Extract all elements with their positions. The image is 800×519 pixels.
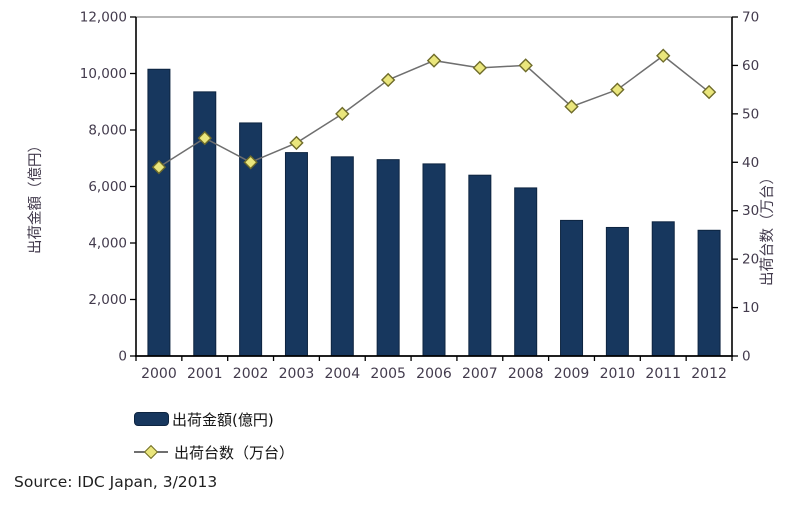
marker-2001: [197, 130, 212, 146]
marker-2006: [426, 53, 442, 68]
x-tick-label-2003: 2003: [279, 366, 315, 382]
bar-series-swatch: [134, 412, 169, 426]
marker-2003: [289, 135, 304, 151]
bar-2006: [422, 163, 446, 357]
legend-item-shipment-units: 出荷台数（万台）: [134, 439, 294, 465]
right-axis-tick-label: 0: [742, 349, 751, 365]
marker-2002: [243, 155, 258, 170]
x-tick-label-2001: 2001: [187, 366, 223, 382]
marker-2011: [656, 48, 671, 63]
x-tick-label-2007: 2007: [462, 366, 498, 382]
bar-2004: [330, 156, 354, 357]
bar-2000: [147, 68, 171, 357]
legend: 出荷金額(億円) 出荷台数（万台）: [134, 406, 294, 472]
plot-layer: 0 2,000 4,000 6,000 8,000 10,000 12,000 0 10 20 30…: [80, 10, 759, 383]
marker-2012: [701, 84, 717, 100]
x-tick-label-2004: 2004: [324, 366, 360, 382]
right-axis-tick-label: 60: [742, 58, 759, 74]
bar-2009: [560, 219, 584, 357]
x-tick-label-2009: 2009: [554, 366, 590, 382]
bar-2011: [651, 221, 675, 357]
marker-2004: [335, 106, 350, 122]
left-axis-tick-label: 10,000: [80, 66, 127, 82]
x-tick-label-2010: 2010: [600, 366, 636, 382]
marker-2009: [564, 99, 579, 114]
right-axis-tick-label: 40: [742, 155, 759, 171]
marker-2010: [610, 82, 625, 97]
bar-2008: [514, 187, 538, 357]
left-axis-title: 出荷金額（億円）: [27, 138, 44, 254]
marker-2008: [518, 58, 533, 73]
right-axis-title: 出荷台数（万台）: [759, 170, 776, 286]
right-axis-tick-label: 70: [742, 10, 759, 26]
right-axis-tick-label: 50: [742, 106, 759, 122]
marker-2000: [151, 159, 167, 175]
legend-label-shipment-units: 出荷台数（万台）: [174, 443, 295, 462]
x-tick-label-2011: 2011: [645, 366, 681, 382]
right-axis-tick-label: 10: [742, 300, 759, 316]
line-series-swatch: [134, 444, 168, 460]
x-tick-label-2012: 2012: [691, 366, 727, 382]
x-tick-label-2000: 2000: [141, 366, 177, 382]
bar-2010: [605, 226, 629, 357]
bar-2012: [697, 229, 721, 357]
left-axis-tick-label: 6,000: [88, 179, 127, 195]
marker-2005: [380, 72, 396, 88]
bar-2003: [284, 152, 308, 357]
x-tick-label-2006: 2006: [416, 366, 452, 382]
right-axis-tick-label: 20: [742, 252, 759, 268]
legend-item-shipment-value: 出荷金額(億円): [134, 406, 294, 432]
left-axis-tick-label: 12,000: [80, 10, 127, 26]
diamond-marker-icon: [143, 444, 159, 460]
bar-2007: [468, 174, 492, 357]
left-axis-tick-label: 4,000: [88, 236, 127, 252]
left-axis-tick-label: 0: [118, 349, 127, 365]
x-tick-label-2008: 2008: [508, 366, 544, 382]
bar-2005: [376, 159, 400, 357]
legend-label-shipment-value: 出荷金額(億円): [172, 410, 274, 429]
x-tick-label-2005: 2005: [370, 366, 406, 382]
right-axis-tick-label: 30: [742, 203, 759, 219]
x-tick-label-2002: 2002: [233, 366, 269, 382]
source-note: Source: IDC Japan, 3/2013: [14, 473, 218, 491]
left-axis-tick-label: 2,000: [88, 292, 127, 308]
left-axis-tick-label: 8,000: [88, 123, 127, 139]
marker-2007: [472, 60, 488, 76]
